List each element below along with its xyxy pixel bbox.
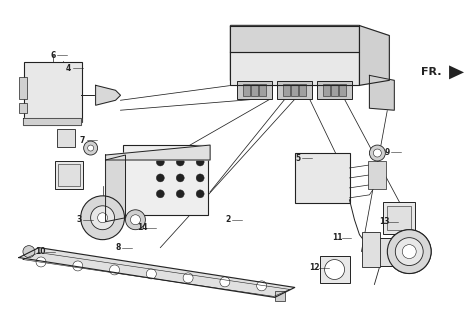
Text: 14: 14 bbox=[137, 223, 147, 232]
Bar bbox=[24, 62, 81, 122]
Circle shape bbox=[402, 244, 416, 259]
Text: 7: 7 bbox=[80, 136, 85, 145]
Text: 3: 3 bbox=[76, 215, 81, 224]
Bar bbox=[368, 161, 386, 189]
Bar bbox=[19, 103, 27, 113]
Text: 5: 5 bbox=[295, 154, 300, 163]
Polygon shape bbox=[96, 85, 121, 105]
Bar bbox=[370, 238, 425, 266]
Text: 4: 4 bbox=[66, 64, 71, 73]
Circle shape bbox=[402, 244, 416, 259]
Text: 2: 2 bbox=[226, 215, 231, 224]
Circle shape bbox=[176, 190, 184, 198]
Bar bbox=[299, 84, 306, 96]
Polygon shape bbox=[230, 26, 359, 52]
Circle shape bbox=[156, 190, 164, 198]
Polygon shape bbox=[23, 118, 81, 125]
Circle shape bbox=[325, 260, 344, 279]
Bar bbox=[277, 81, 312, 99]
Circle shape bbox=[23, 246, 35, 258]
Bar bbox=[323, 84, 330, 96]
Bar bbox=[58, 164, 80, 186]
Bar bbox=[252, 84, 259, 96]
Bar bbox=[295, 153, 350, 203]
Polygon shape bbox=[359, 26, 390, 85]
Circle shape bbox=[81, 196, 124, 240]
Text: FR.: FR. bbox=[421, 68, 442, 77]
Text: 12: 12 bbox=[309, 263, 320, 272]
Circle shape bbox=[196, 174, 204, 182]
Bar bbox=[123, 145, 208, 215]
Circle shape bbox=[369, 145, 385, 161]
Bar bbox=[320, 256, 349, 284]
Bar bbox=[331, 84, 338, 96]
Bar bbox=[339, 84, 346, 96]
Circle shape bbox=[156, 158, 164, 166]
Bar bbox=[57, 129, 75, 147]
Text: 6: 6 bbox=[50, 51, 56, 60]
Circle shape bbox=[125, 210, 146, 230]
Polygon shape bbox=[106, 155, 125, 222]
Bar bbox=[363, 232, 381, 267]
Bar bbox=[260, 84, 267, 96]
Bar bbox=[55, 161, 83, 189]
Text: 9: 9 bbox=[385, 148, 390, 156]
Circle shape bbox=[110, 265, 120, 275]
Circle shape bbox=[146, 269, 156, 279]
Polygon shape bbox=[369, 76, 394, 110]
Circle shape bbox=[90, 206, 114, 230]
Circle shape bbox=[88, 145, 94, 151]
Circle shape bbox=[84, 141, 97, 155]
Bar bbox=[244, 84, 251, 96]
Bar bbox=[291, 84, 298, 96]
Polygon shape bbox=[106, 145, 210, 160]
Bar bbox=[275, 292, 285, 301]
Circle shape bbox=[73, 261, 83, 271]
Circle shape bbox=[176, 174, 184, 182]
Circle shape bbox=[374, 149, 382, 157]
Polygon shape bbox=[230, 52, 359, 85]
Polygon shape bbox=[449, 65, 464, 79]
Circle shape bbox=[196, 158, 204, 166]
Bar bbox=[237, 81, 272, 99]
Circle shape bbox=[176, 158, 184, 166]
Bar bbox=[383, 202, 415, 234]
Polygon shape bbox=[19, 248, 295, 297]
Circle shape bbox=[220, 277, 230, 287]
Circle shape bbox=[156, 174, 164, 182]
Bar bbox=[387, 206, 411, 230]
Bar bbox=[317, 81, 352, 99]
Bar bbox=[283, 84, 290, 96]
Circle shape bbox=[183, 273, 193, 283]
Bar bbox=[230, 25, 359, 80]
Bar bbox=[19, 77, 27, 99]
Text: 10: 10 bbox=[36, 247, 46, 256]
Circle shape bbox=[130, 215, 140, 225]
Text: 8: 8 bbox=[116, 243, 121, 252]
Circle shape bbox=[257, 281, 267, 291]
Text: 13: 13 bbox=[379, 217, 390, 226]
Circle shape bbox=[36, 257, 46, 267]
Circle shape bbox=[196, 190, 204, 198]
Circle shape bbox=[97, 213, 107, 223]
Circle shape bbox=[395, 238, 423, 266]
Circle shape bbox=[387, 230, 431, 274]
Circle shape bbox=[387, 230, 431, 274]
Circle shape bbox=[395, 238, 423, 266]
Text: 11: 11 bbox=[333, 233, 343, 242]
